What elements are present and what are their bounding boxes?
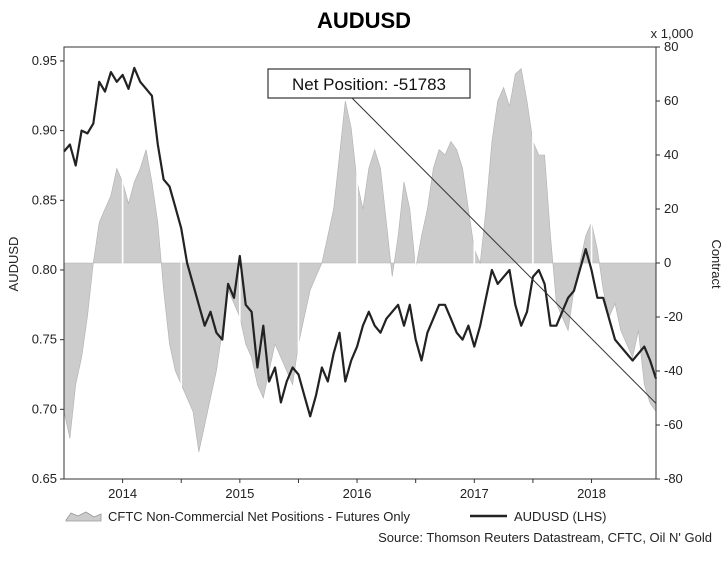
year-tick-label: 2017	[460, 486, 489, 501]
legend: CFTC Non-Commercial Net Positions - Futu…	[65, 509, 606, 524]
series-cftc-area	[63, 68, 657, 453]
year-tick-label: 2014	[108, 486, 137, 501]
right-tick-label: 0	[664, 255, 671, 270]
annotation-pointer	[351, 97, 657, 404]
right-tick-label: 60	[664, 93, 678, 108]
annotation-label: Net Position: -51783	[292, 75, 446, 94]
left-tick-label: 0.85	[32, 192, 57, 207]
left-tick-label: 0.75	[32, 332, 57, 347]
right-tick-label: 80	[664, 39, 678, 54]
right-tick-label: -40	[664, 363, 683, 378]
left-axis-label: AUDUSD	[6, 237, 21, 292]
legend-label-audusd: AUDUSD (LHS)	[514, 509, 606, 524]
right-axis-label: Contract	[709, 239, 724, 289]
right-tick-label: -60	[664, 417, 683, 432]
year-tick-label: 2016	[343, 486, 372, 501]
plot-area: 0.65 0.70 0.75 0.80 0.85 0.90 0.95 -80 -60 -40 -20…	[32, 39, 683, 501]
year-tick-label: 2018	[577, 486, 606, 501]
left-tick-label: 0.70	[32, 401, 57, 416]
source-note: Source: Thomson Reuters Datastream, CFTC…	[378, 530, 712, 545]
left-tick-label: 0.65	[32, 471, 57, 486]
right-tick-label: 40	[664, 147, 678, 162]
right-tick-label: -20	[664, 309, 683, 324]
annotation-box	[267, 68, 471, 99]
left-tick-label: 0.95	[32, 53, 57, 68]
left-tick-label: 0.90	[32, 123, 57, 138]
right-axis-multiplier: x 1,000	[651, 26, 694, 41]
series-audusd-line	[63, 66, 658, 418]
legend-label-cftc: CFTC Non-Commercial Net Positions - Futu…	[108, 509, 410, 524]
left-tick-label: 0.80	[32, 262, 57, 277]
right-tick-label: -80	[664, 471, 683, 486]
chart-title: AUDUSD	[317, 8, 411, 33]
year-tick-label: 2015	[225, 486, 254, 501]
right-tick-label: 20	[664, 201, 678, 216]
legend-area-swatch	[65, 511, 102, 522]
